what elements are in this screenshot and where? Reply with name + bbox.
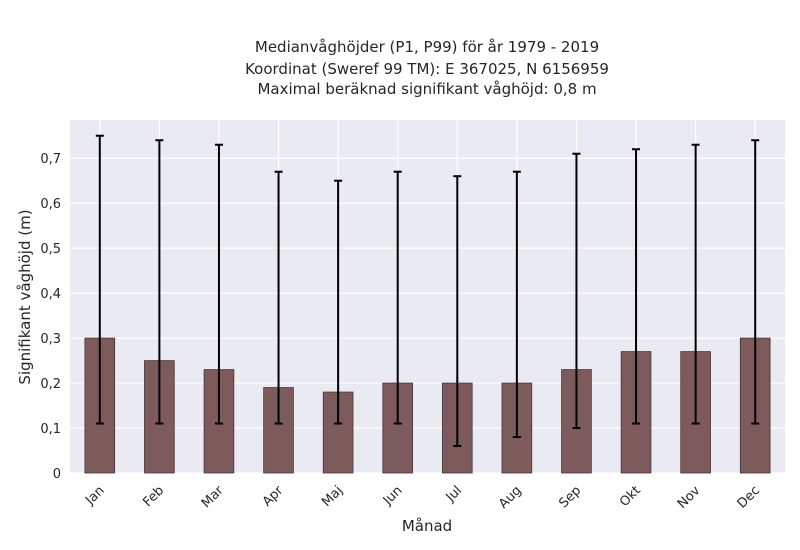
x-tick-label: Dec [735,483,763,511]
y-axis-label: Signifikant våghöjd (m) [16,209,34,384]
x-tick-label: Nov [675,483,704,512]
x-axis-label: Månad [402,517,452,535]
error-bar-aug [512,170,521,439]
y-tick-label: 0,1 [40,422,61,437]
error-bar-dec [751,139,760,425]
chart-title-line-2: Koordinat (Sweref 99 TM): E 367025, N 61… [245,60,609,78]
y-tick-label: 0,7 [40,152,61,167]
x-tick-label: Apr [260,483,287,510]
y-tick-label: 0,4 [40,287,61,302]
error-bars [95,134,760,448]
y-tick-label: 0,3 [40,332,61,347]
bar-apr [263,387,294,474]
y-tick-label: 0,2 [40,377,61,392]
error-bar-sep [572,152,581,430]
bar-maj [322,391,354,474]
error-bar-jan [95,134,104,425]
x-tick-label: Mar [199,483,227,511]
plot-area [70,120,785,473]
error-bar-mar [214,143,223,425]
x-tick-label: Aug [496,483,525,512]
error-bar-nov [691,143,700,425]
x-tick-label: Sep [556,483,584,511]
chart-title-line-3: Maximal beräknad signifikant våghöjd: 0,… [257,80,596,98]
error-bar-feb [155,139,164,425]
y-tick-label: 0 [53,467,61,482]
error-bar-jun [393,170,402,425]
error-bar-jul [453,175,462,448]
error-bar-okt [632,148,641,425]
x-tick-label: Jul [443,483,465,505]
chart-title-line-1: Medianvåghöjder (P1, P99) för år 1979 - … [255,38,599,56]
error-bar-maj [334,179,343,425]
x-tick-label: Feb [140,483,167,510]
x-tick-label: Jun [380,483,406,509]
y-tick-labels: 0 0,1 0,2 0,3 0,4 0,5 0,6 0,7 [40,152,61,482]
y-tick-label: 0,6 [40,197,61,212]
x-tick-labels: Jan Feb Mar Apr Maj Jun Jul Aug Sep Okt Nov Dec [82,483,763,512]
error-bar-apr [274,170,283,425]
x-tick-label: Maj [319,483,346,510]
y-tick-label: 0,5 [40,242,61,257]
x-tick-label: Jan [82,483,107,508]
x-tick-label: Okt [617,483,644,510]
